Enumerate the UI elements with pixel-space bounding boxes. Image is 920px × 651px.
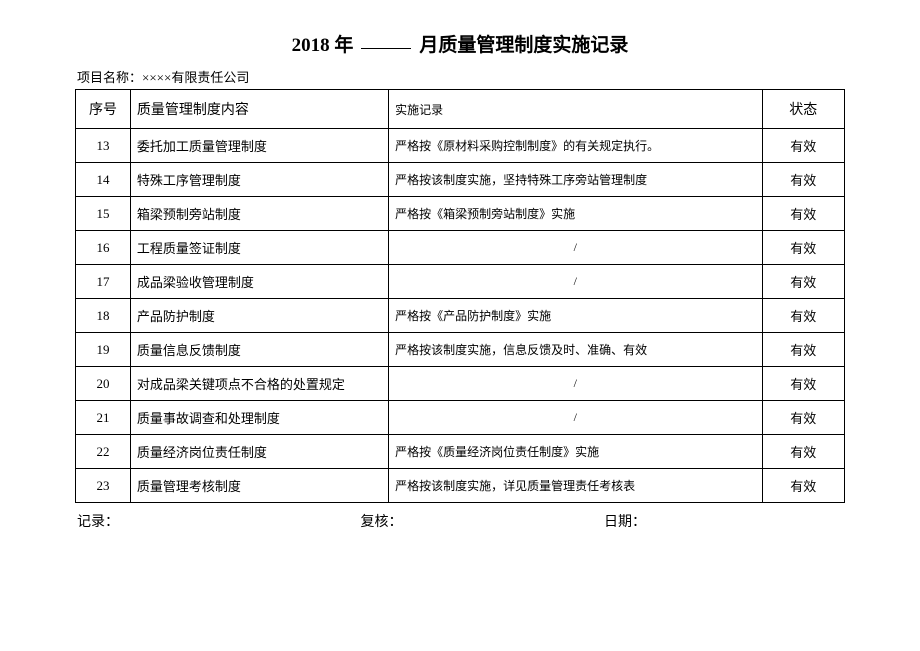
header-content: 质量管理制度内容: [130, 90, 388, 129]
cell-status: 有效: [762, 231, 844, 265]
cell-content: 委托加工质量管理制度: [130, 129, 388, 163]
cell-seq: 22: [76, 435, 131, 469]
header-record: 实施记录: [389, 90, 763, 129]
cell-seq: 16: [76, 231, 131, 265]
cell-seq: 19: [76, 333, 131, 367]
table-row: 18产品防护制度严格按《产品防护制度》实施有效: [76, 299, 845, 333]
header-seq: 序号: [76, 90, 131, 129]
cell-content: 对成品梁关键项点不合格的处置规定: [130, 367, 388, 401]
table-row: 21质量事故调查和处理制度/有效: [76, 401, 845, 435]
cell-seq: 17: [76, 265, 131, 299]
cell-content: 质量信息反馈制度: [130, 333, 388, 367]
title-blank-underline: [361, 48, 411, 49]
cell-record: /: [389, 265, 763, 299]
title-prefix: 2018 年: [292, 30, 354, 57]
cell-content: 质量经济岗位责任制度: [130, 435, 388, 469]
table-row: 15箱梁预制旁站制度严格按《箱梁预制旁站制度》实施有效: [76, 197, 845, 231]
cell-record: 严格按该制度实施，详见质量管理责任考核表: [389, 469, 763, 503]
cell-seq: 21: [76, 401, 131, 435]
cell-status: 有效: [762, 401, 844, 435]
cell-content: 特殊工序管理制度: [130, 163, 388, 197]
table-row: 16工程质量签证制度/有效: [76, 231, 845, 265]
cell-content: 质量事故调查和处理制度: [130, 401, 388, 435]
cell-status: 有效: [762, 469, 844, 503]
footer-line: 记录： 复核： 日期：: [75, 511, 845, 531]
cell-record: 严格按《产品防护制度》实施: [389, 299, 763, 333]
record-table: 序号 质量管理制度内容 实施记录 状态 13委托加工质量管理制度严格按《原材料采…: [75, 89, 845, 503]
cell-record: /: [389, 401, 763, 435]
table-row: 23质量管理考核制度严格按该制度实施，详见质量管理责任考核表有效: [76, 469, 845, 503]
cell-status: 有效: [762, 163, 844, 197]
cell-content: 质量管理考核制度: [130, 469, 388, 503]
cell-status: 有效: [762, 333, 844, 367]
footer-reviewer: 复核：: [361, 511, 601, 531]
project-name-label: 项目名称：: [77, 70, 142, 85]
table-row: 20对成品梁关键项点不合格的处置规定/有效: [76, 367, 845, 401]
document-title-container: 2018 年 月质量管理制度实施记录: [75, 30, 845, 57]
footer-date: 日期：: [604, 511, 646, 531]
cell-seq: 14: [76, 163, 131, 197]
cell-status: 有效: [762, 367, 844, 401]
cell-content: 产品防护制度: [130, 299, 388, 333]
cell-seq: 23: [76, 469, 131, 503]
cell-status: 有效: [762, 197, 844, 231]
cell-status: 有效: [762, 129, 844, 163]
table-row: 17成品梁验收管理制度/有效: [76, 265, 845, 299]
table-row: 19质量信息反馈制度严格按该制度实施，信息反馈及时、准确、有效有效: [76, 333, 845, 367]
cell-status: 有效: [762, 299, 844, 333]
footer-recorder: 记录：: [77, 511, 357, 531]
table-row: 14特殊工序管理制度严格按该制度实施，坚持特殊工序旁站管理制度有效: [76, 163, 845, 197]
cell-record: 严格按该制度实施，信息反馈及时、准确、有效: [389, 333, 763, 367]
cell-content: 成品梁验收管理制度: [130, 265, 388, 299]
table-header-row: 序号 质量管理制度内容 实施记录 状态: [76, 90, 845, 129]
cell-seq: 20: [76, 367, 131, 401]
project-name-value: ××××有限责任公司: [142, 70, 249, 85]
cell-seq: 15: [76, 197, 131, 231]
cell-content: 工程质量签证制度: [130, 231, 388, 265]
cell-seq: 18: [76, 299, 131, 333]
cell-record: /: [389, 231, 763, 265]
title-suffix: 月质量管理制度实施记录: [419, 30, 628, 57]
cell-record: /: [389, 367, 763, 401]
cell-record: 严格按《质量经济岗位责任制度》实施: [389, 435, 763, 469]
cell-status: 有效: [762, 435, 844, 469]
cell-record: 严格按《原材料采购控制制度》的有关规定执行。: [389, 129, 763, 163]
cell-status: 有效: [762, 265, 844, 299]
cell-seq: 13: [76, 129, 131, 163]
project-name-line: 项目名称：××××有限责任公司: [75, 67, 845, 86]
cell-content: 箱梁预制旁站制度: [130, 197, 388, 231]
cell-record: 严格按《箱梁预制旁站制度》实施: [389, 197, 763, 231]
table-row: 13委托加工质量管理制度严格按《原材料采购控制制度》的有关规定执行。有效: [76, 129, 845, 163]
cell-record: 严格按该制度实施，坚持特殊工序旁站管理制度: [389, 163, 763, 197]
header-status: 状态: [762, 90, 844, 129]
table-row: 22质量经济岗位责任制度严格按《质量经济岗位责任制度》实施有效: [76, 435, 845, 469]
